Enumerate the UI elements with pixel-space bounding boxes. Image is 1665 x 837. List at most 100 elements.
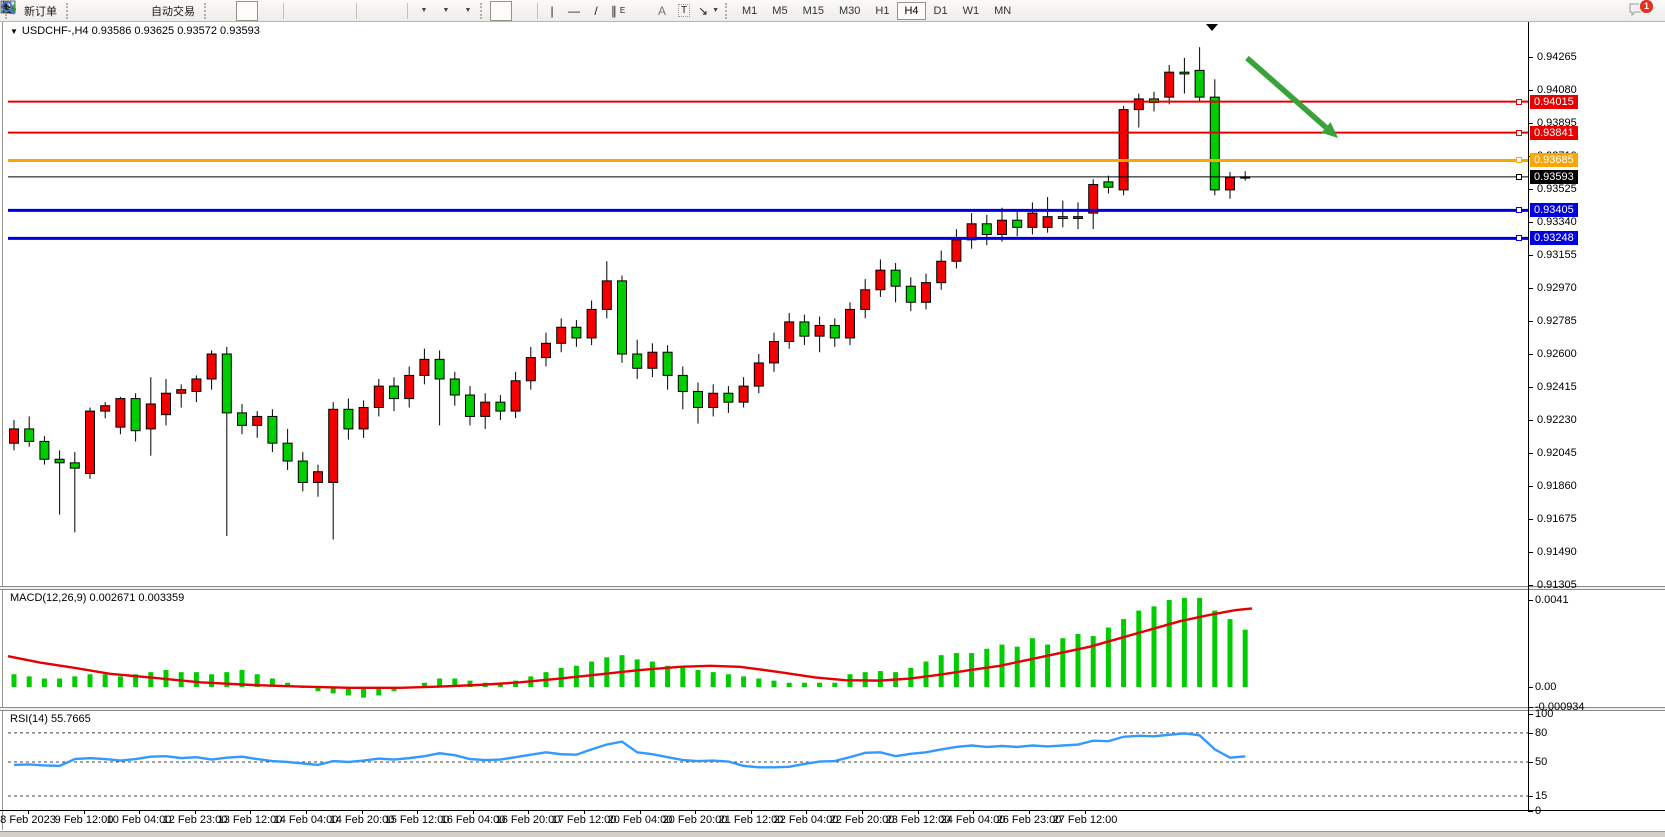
line-handle[interactable] bbox=[1516, 207, 1522, 214]
trendline-tool-button[interactable]: / bbox=[585, 1, 607, 21]
macd-histogram-bar bbox=[786, 682, 792, 687]
panel-divider[interactable] bbox=[0, 586, 1665, 590]
candle bbox=[480, 401, 491, 417]
candle bbox=[282, 442, 293, 462]
toolbar-grip[interactable] bbox=[725, 2, 732, 19]
vertical-line-tool-button[interactable]: | bbox=[541, 1, 563, 21]
time-axis-label: 27 Feb 12:00 bbox=[1052, 814, 1118, 826]
macd-histogram-bar bbox=[345, 687, 351, 696]
timeframe-M30[interactable]: M30 bbox=[832, 2, 867, 20]
price-axis-label: 0.92415 bbox=[1537, 381, 1577, 393]
candle bbox=[997, 219, 1007, 235]
rsi-axis-tick bbox=[1528, 810, 1533, 812]
macd-histogram-bar bbox=[148, 672, 154, 687]
candle bbox=[191, 378, 202, 392]
price-axis-tick bbox=[1528, 585, 1533, 586]
channel-icon: ∥ bbox=[610, 3, 617, 18]
macd-axis-label: 0.00 bbox=[1535, 681, 1557, 693]
macd-histogram-bar bbox=[391, 687, 397, 692]
channel-tool-button[interactable]: ∥ E bbox=[607, 1, 629, 21]
macd-histogram-bar bbox=[923, 661, 929, 687]
candle bbox=[206, 353, 217, 380]
price-axis-label: 0.92230 bbox=[1537, 414, 1577, 426]
macd-histogram-bar bbox=[209, 674, 215, 687]
price-axis-tick bbox=[1528, 387, 1533, 388]
macd-histogram-bar bbox=[695, 670, 701, 687]
price-axis-label: 0.92045 bbox=[1537, 447, 1577, 459]
label-tool-button[interactable]: T bbox=[673, 1, 695, 21]
rsi-label: RSI(14) 55.7665 bbox=[10, 713, 91, 725]
time-axis-tick bbox=[1029, 810, 1030, 814]
panel-divider[interactable] bbox=[0, 707, 1665, 711]
window-bottom-border bbox=[0, 831, 1665, 837]
timeframe-M5[interactable]: M5 bbox=[765, 2, 794, 20]
candle bbox=[905, 285, 916, 303]
notification-badge: 1 bbox=[1639, 0, 1654, 14]
line-handle[interactable] bbox=[1516, 129, 1522, 136]
trendline-icon: / bbox=[594, 3, 598, 18]
candle bbox=[267, 415, 278, 444]
rsi-axis-label: 0 bbox=[1535, 804, 1542, 817]
timeframe-D1[interactable]: D1 bbox=[927, 2, 955, 20]
time-axis-label: 22 Feb 04:00 bbox=[773, 814, 839, 826]
text-tool-button[interactable]: A bbox=[651, 1, 673, 21]
notifications-button[interactable]: 1 bbox=[1627, 0, 1654, 21]
chevron-down-icon: ▼ bbox=[712, 7, 719, 14]
time-axis-tick bbox=[417, 810, 418, 814]
line-handle[interactable] bbox=[1516, 98, 1522, 105]
price-axis-label: 0.93155 bbox=[1537, 249, 1577, 261]
horizontal-line-tool-button[interactable]: — bbox=[563, 1, 585, 21]
candle bbox=[829, 324, 840, 339]
line-handle[interactable] bbox=[1516, 157, 1522, 164]
candle bbox=[981, 223, 992, 235]
trend-arrow-annotation[interactable] bbox=[1245, 55, 1328, 130]
price-axis-tick bbox=[1528, 189, 1533, 190]
toolbar-grip[interactable] bbox=[204, 2, 211, 19]
macd-histogram-bar bbox=[771, 680, 777, 687]
toolbar-grip[interactable] bbox=[480, 2, 487, 19]
price-tag: 0.93685 bbox=[1530, 153, 1578, 168]
price-axis-tick bbox=[1528, 321, 1533, 322]
candle bbox=[1057, 216, 1068, 219]
toolbar-grip[interactable] bbox=[66, 2, 73, 19]
macd-histogram-bar bbox=[604, 657, 610, 687]
macd-histogram-bar bbox=[254, 674, 260, 687]
line-handle[interactable] bbox=[1516, 173, 1522, 180]
candle bbox=[434, 358, 445, 380]
timeframe-H1[interactable]: H1 bbox=[868, 2, 896, 20]
toolbar-separator bbox=[283, 2, 284, 19]
chart-title[interactable]: ▼ USDCHF-,H4 0.93586 0.93625 0.93572 0.93… bbox=[10, 25, 260, 37]
time-axis-label: 8 Feb 2023 bbox=[0, 814, 56, 826]
candle bbox=[69, 462, 80, 469]
timeframe-M1[interactable]: M1 bbox=[735, 2, 764, 20]
macd-histogram-bar bbox=[1090, 636, 1096, 687]
rsi-axis-label: 100 bbox=[1535, 707, 1554, 720]
macd-histogram-bar bbox=[1197, 597, 1203, 687]
one-click-trading-toggle-icon[interactable]: ▼ bbox=[10, 27, 18, 36]
candle bbox=[1194, 69, 1205, 98]
macd-histogram-bar bbox=[1014, 646, 1020, 687]
search-button[interactable] bbox=[1, 1, 1627, 21]
candle bbox=[1073, 216, 1083, 219]
time-axis-tick bbox=[695, 810, 696, 814]
time-axis-label: 26 Feb 23:00 bbox=[996, 814, 1062, 826]
price-axis-tick bbox=[1528, 552, 1533, 553]
macd-histogram-bar bbox=[877, 671, 883, 687]
timeframe-H4[interactable]: H4 bbox=[897, 1, 926, 20]
timeframe-M15[interactable]: M15 bbox=[796, 2, 831, 20]
candle bbox=[9, 428, 19, 444]
macd-histogram-bar bbox=[1181, 597, 1187, 687]
time-axis-label: 20 Feb 04:00 bbox=[607, 814, 673, 826]
candle bbox=[297, 460, 308, 483]
timeframe-W1[interactable]: W1 bbox=[956, 2, 987, 20]
line-handle[interactable] bbox=[1516, 235, 1522, 242]
macd-axis-label: -0.000934 bbox=[1535, 700, 1585, 713]
timeframe-MN[interactable]: MN bbox=[987, 2, 1018, 20]
candle bbox=[465, 394, 475, 417]
candle bbox=[358, 407, 369, 430]
time-axis-tick bbox=[28, 810, 29, 814]
macd-histogram-bar bbox=[11, 674, 17, 687]
arrows-tool-button[interactable]: ↘ ▼ bbox=[695, 1, 722, 21]
candle bbox=[449, 378, 460, 396]
